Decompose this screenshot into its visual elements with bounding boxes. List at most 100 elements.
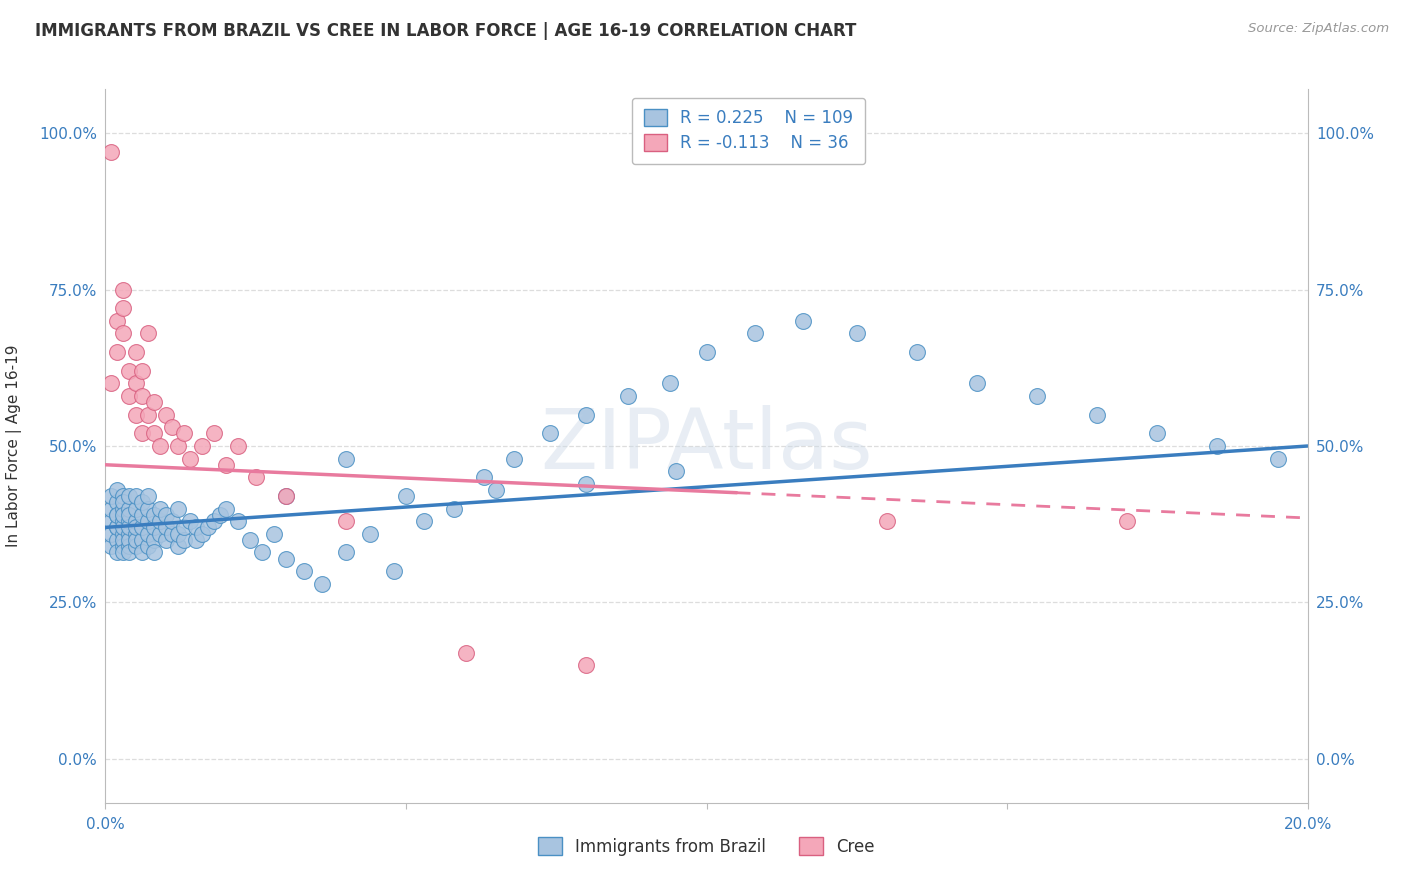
Point bbox=[214, 501, 236, 516]
Point bbox=[124, 526, 146, 541]
Point bbox=[413, 514, 436, 528]
Point bbox=[118, 514, 141, 528]
Point bbox=[876, 514, 898, 528]
Point bbox=[148, 526, 170, 541]
Point bbox=[250, 545, 273, 559]
Point bbox=[311, 576, 333, 591]
Point bbox=[472, 470, 495, 484]
Point bbox=[166, 526, 188, 541]
Point bbox=[124, 489, 146, 503]
Point bbox=[100, 501, 122, 516]
Text: IMMIGRANTS FROM BRAZIL VS CREE IN LABOR FORCE | AGE 16-19 CORRELATION CHART: IMMIGRANTS FROM BRAZIL VS CREE IN LABOR … bbox=[35, 22, 856, 40]
Point bbox=[503, 451, 526, 466]
Point bbox=[118, 545, 141, 559]
Point bbox=[100, 526, 122, 541]
Point bbox=[136, 489, 159, 503]
Point bbox=[1116, 514, 1139, 528]
Point bbox=[131, 520, 153, 534]
Point bbox=[173, 426, 195, 441]
Y-axis label: In Labor Force | Age 16-19: In Labor Force | Age 16-19 bbox=[7, 344, 22, 548]
Point bbox=[1267, 451, 1289, 466]
Point bbox=[659, 376, 682, 391]
Point bbox=[744, 326, 766, 341]
Point bbox=[905, 345, 928, 359]
Point bbox=[107, 508, 129, 522]
Point bbox=[100, 145, 122, 159]
Point bbox=[131, 426, 153, 441]
Point bbox=[1026, 389, 1049, 403]
Point bbox=[166, 439, 188, 453]
Legend: Immigrants from Brazil, Cree: Immigrants from Brazil, Cree bbox=[531, 830, 882, 863]
Point bbox=[118, 364, 141, 378]
Point bbox=[1206, 439, 1229, 453]
Point bbox=[166, 539, 188, 553]
Point bbox=[792, 314, 814, 328]
Point bbox=[100, 539, 122, 553]
Point bbox=[335, 451, 357, 466]
Point bbox=[575, 476, 598, 491]
Point bbox=[179, 451, 201, 466]
Point bbox=[107, 345, 129, 359]
Point bbox=[166, 501, 188, 516]
Point bbox=[131, 364, 153, 378]
Point bbox=[118, 539, 141, 553]
Point bbox=[395, 489, 418, 503]
Point bbox=[136, 501, 159, 516]
Point bbox=[118, 533, 141, 547]
Point bbox=[107, 520, 129, 534]
Point bbox=[131, 389, 153, 403]
Point bbox=[107, 508, 129, 522]
Point bbox=[100, 489, 122, 503]
Point bbox=[124, 501, 146, 516]
Point bbox=[335, 545, 357, 559]
Point bbox=[173, 520, 195, 534]
Point bbox=[124, 408, 146, 422]
Point bbox=[107, 495, 129, 509]
Point bbox=[966, 376, 988, 391]
Point bbox=[148, 514, 170, 528]
Text: ZIPAtlas: ZIPAtlas bbox=[540, 406, 873, 486]
Point bbox=[124, 376, 146, 391]
Point bbox=[142, 508, 165, 522]
Point bbox=[292, 564, 315, 578]
Point bbox=[136, 408, 159, 422]
Point bbox=[274, 551, 297, 566]
Point bbox=[100, 376, 122, 391]
Point bbox=[155, 533, 177, 547]
Point bbox=[118, 508, 141, 522]
Point bbox=[118, 489, 141, 503]
Point bbox=[184, 520, 207, 534]
Point bbox=[112, 326, 135, 341]
Point bbox=[107, 483, 129, 497]
Point bbox=[112, 520, 135, 534]
Point bbox=[148, 501, 170, 516]
Point bbox=[155, 508, 177, 522]
Point bbox=[112, 545, 135, 559]
Point bbox=[107, 545, 129, 559]
Point bbox=[112, 539, 135, 553]
Point bbox=[118, 501, 141, 516]
Point bbox=[112, 495, 135, 509]
Point bbox=[575, 658, 598, 673]
Point bbox=[226, 514, 249, 528]
Point bbox=[1146, 426, 1168, 441]
Point bbox=[118, 389, 141, 403]
Point bbox=[456, 646, 478, 660]
Point bbox=[112, 301, 135, 316]
Text: Source: ZipAtlas.com: Source: ZipAtlas.com bbox=[1249, 22, 1389, 36]
Point bbox=[845, 326, 868, 341]
Point bbox=[160, 420, 183, 434]
Point bbox=[226, 439, 249, 453]
Point bbox=[142, 545, 165, 559]
Point bbox=[136, 539, 159, 553]
Point bbox=[118, 526, 141, 541]
Point bbox=[202, 514, 225, 528]
Point bbox=[124, 345, 146, 359]
Point bbox=[274, 489, 297, 503]
Point bbox=[131, 545, 153, 559]
Point bbox=[617, 389, 640, 403]
Point bbox=[131, 533, 153, 547]
Point bbox=[202, 426, 225, 441]
Point bbox=[107, 520, 129, 534]
Point bbox=[184, 533, 207, 547]
